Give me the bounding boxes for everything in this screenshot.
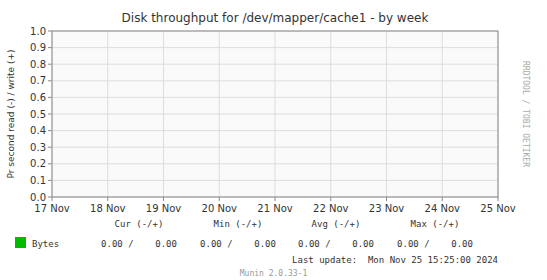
grid-line [163, 31, 164, 197]
tick-label: 23 Nov [369, 203, 405, 214]
tick-mark [163, 197, 164, 201]
tick-label: 0.5 [30, 109, 46, 120]
tick-label: 21 Nov [257, 203, 293, 214]
plot-frame [52, 31, 498, 197]
legend-swatch [15, 237, 26, 248]
tick-label: 0.0 [30, 192, 46, 203]
tick-mark [48, 97, 52, 98]
watermark: RRDTOOL / TOBI OETIKER [521, 61, 530, 167]
plot-area [52, 31, 498, 197]
title: Disk throughput for /dev/mapper/cache1 -… [122, 11, 429, 25]
chart: 0.0 0.1 0.2 0.3 0.4 0.5 0.6 0.7 0.8 0.9 1.0 17 Nov 1… [0, 0, 547, 280]
tick-mark [219, 197, 220, 201]
tick-label: 0.7 [30, 75, 46, 86]
tick-label: 0.9 [30, 42, 46, 53]
tick-label: 24 Nov [425, 203, 461, 214]
tick-mark [48, 197, 52, 198]
tick-mark [275, 197, 276, 201]
tick-mark [48, 80, 52, 81]
grid-line [330, 31, 331, 197]
tick-mark [107, 197, 108, 201]
tick-label: 0.2 [30, 158, 46, 169]
tick-label: 20 Nov [202, 203, 238, 214]
grid-line [107, 31, 108, 197]
tick-label: 22 Nov [313, 203, 349, 214]
footer: Munin 2.0.33-1 [240, 269, 308, 278]
last-update: Last update: Mon Nov 25 15:25:00 2024 [292, 255, 498, 265]
tick-label: 0.8 [30, 59, 46, 70]
tick-mark [48, 31, 52, 32]
tick-label: 0.4 [30, 125, 46, 136]
tick-mark [442, 197, 443, 201]
legend-header: Avg (-/+) [312, 219, 361, 229]
axis-label: Pr second read (-) / write (+) [6, 50, 16, 179]
legend-entry: Bytes [32, 239, 59, 249]
grid-line [219, 31, 220, 197]
legend-header: Cur (-/+) [115, 219, 164, 229]
legend-value: 0.00 / 0.00 [298, 239, 374, 249]
grid-line [386, 31, 387, 197]
legend-header: Max (-/+) [411, 219, 460, 229]
tick-label: 0.3 [30, 142, 46, 153]
tick-mark [48, 130, 52, 131]
tick-label: 0.1 [30, 175, 46, 186]
grid-line [275, 31, 276, 197]
legend-header: Min (-/+) [214, 219, 263, 229]
tick-mark [330, 197, 331, 201]
tick-mark [48, 180, 52, 181]
tick-mark [48, 64, 52, 65]
legend-value: 0.00 / 0.00 [101, 239, 177, 249]
tick-mark [52, 197, 53, 201]
tick-label: 19 Nov [146, 203, 182, 214]
tick-label: 1.0 [30, 26, 46, 37]
grid-line [442, 31, 443, 197]
tick-label: 25 Nov [480, 203, 516, 214]
tick-label: 17 Nov [34, 203, 70, 214]
tick-mark [48, 47, 52, 48]
legend-value: 0.00 / 0.00 [397, 239, 473, 249]
tick-mark [386, 197, 387, 201]
tick-mark [48, 163, 52, 164]
tick-label: 18 Nov [90, 203, 126, 214]
legend-value: 0.00 / 0.00 [200, 239, 276, 249]
tick-mark [48, 114, 52, 115]
tick-mark [498, 197, 499, 201]
tick-mark [48, 147, 52, 148]
tick-label: 0.6 [30, 92, 46, 103]
